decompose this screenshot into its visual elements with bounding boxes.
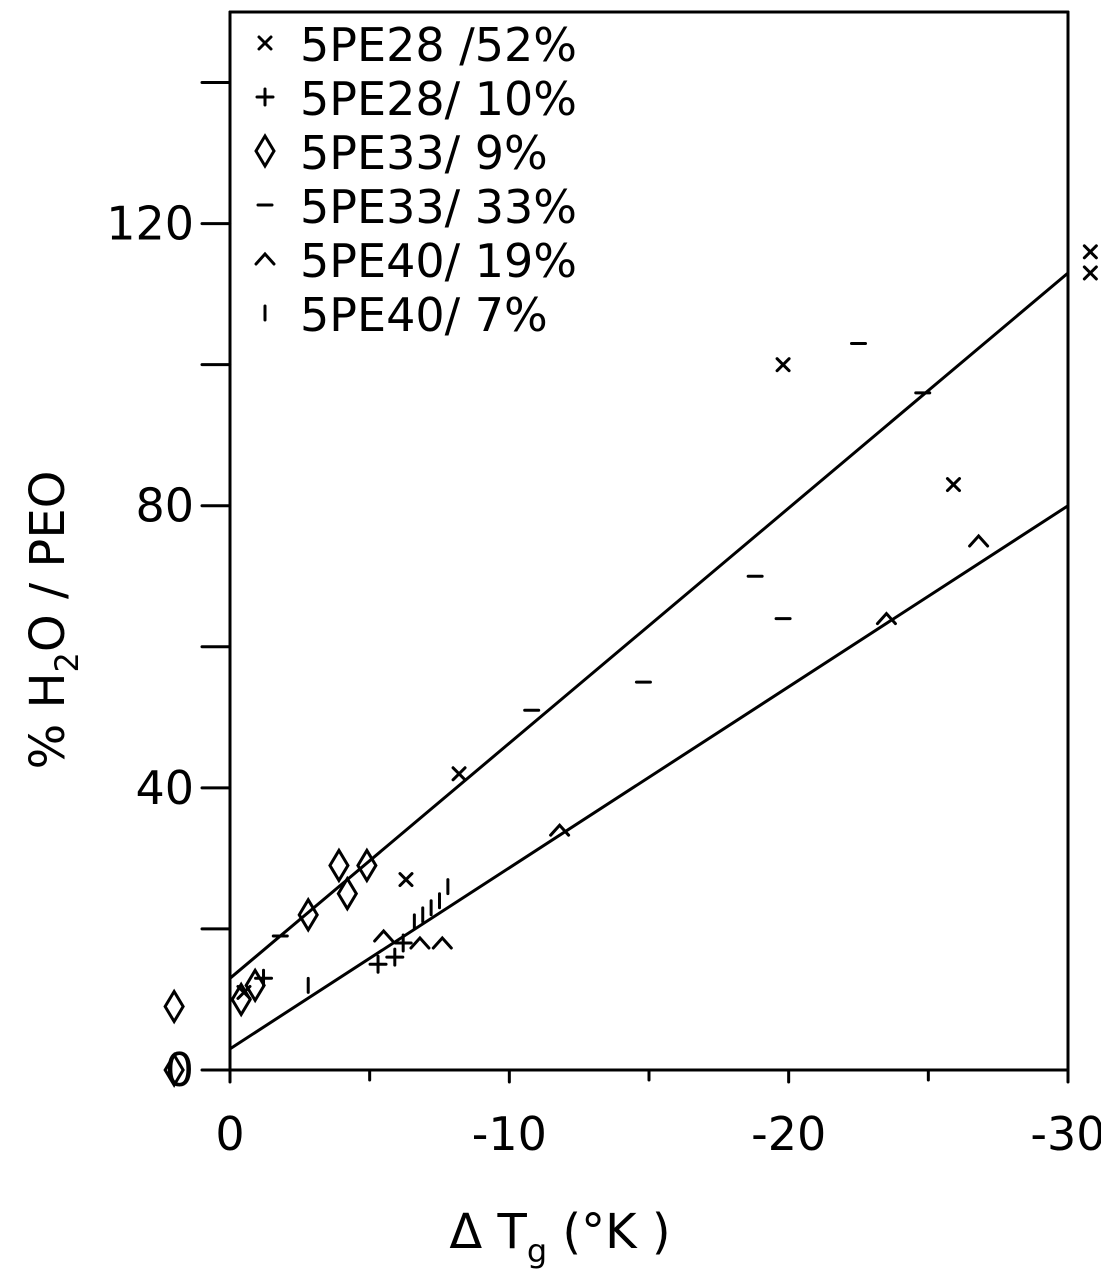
data-point (368, 954, 388, 974)
data-points (163, 244, 1098, 1088)
legend: 5PE28 /52%5PE28/ 10%5PE33/ 9%5PE33/ 33%5… (254, 18, 577, 342)
x-tick-label: -10 (472, 1107, 547, 1161)
fit-lines (229, 271, 1069, 1051)
fit-line (229, 504, 1069, 1051)
data-point (945, 477, 961, 493)
x-tick-label: -30 (1030, 1107, 1101, 1161)
x-axis: 0 -10 -20 -30 (215, 1068, 1101, 1161)
legend-label: 5PE28/ 10% (300, 72, 577, 126)
data-point (244, 967, 266, 1004)
data-point (775, 357, 791, 373)
data-point (230, 981, 252, 1018)
y-tick-label: 120 (106, 197, 194, 251)
data-point (968, 533, 990, 548)
legend-label: 5PE28 /52% (300, 18, 577, 72)
x-tick-label: -20 (751, 1107, 826, 1161)
data-point (385, 947, 405, 967)
data-point (373, 928, 395, 943)
legend-marker (257, 35, 273, 51)
y-axis-title: % H2O / PEO (20, 471, 86, 770)
data-point (409, 935, 431, 950)
data-point (398, 872, 414, 888)
y-tick-label: 80 (135, 479, 194, 533)
data-point (1082, 265, 1098, 281)
legend-marker (255, 87, 275, 107)
data-point (163, 1052, 185, 1088)
data-point (356, 847, 378, 884)
data-point (1082, 244, 1098, 260)
y-tick-label: 40 (135, 761, 194, 815)
data-point (336, 875, 359, 912)
legend-label: 5PE33/ 33% (300, 180, 577, 234)
data-point (451, 766, 467, 782)
data-point (163, 988, 185, 1025)
x-tick-label: 0 (215, 1107, 244, 1161)
legend-marker (254, 251, 276, 266)
data-point (328, 847, 350, 884)
data-point (549, 822, 571, 837)
legend-marker (254, 133, 276, 169)
fit-line (229, 271, 1069, 980)
y-tick-label: 0 (165, 1043, 194, 1097)
x-axis-title: Δ Tg (°K ) (449, 1204, 670, 1270)
data-point (393, 933, 413, 953)
legend-label: 5PE40/ 7% (300, 288, 548, 342)
data-point (297, 896, 319, 933)
legend-label: 5PE40/ 19% (300, 234, 577, 288)
legend-label: 5PE33/ 9% (300, 126, 548, 180)
y-axis: 0 40 80 120 (106, 81, 232, 1097)
data-point (431, 935, 453, 950)
data-point (875, 611, 897, 626)
